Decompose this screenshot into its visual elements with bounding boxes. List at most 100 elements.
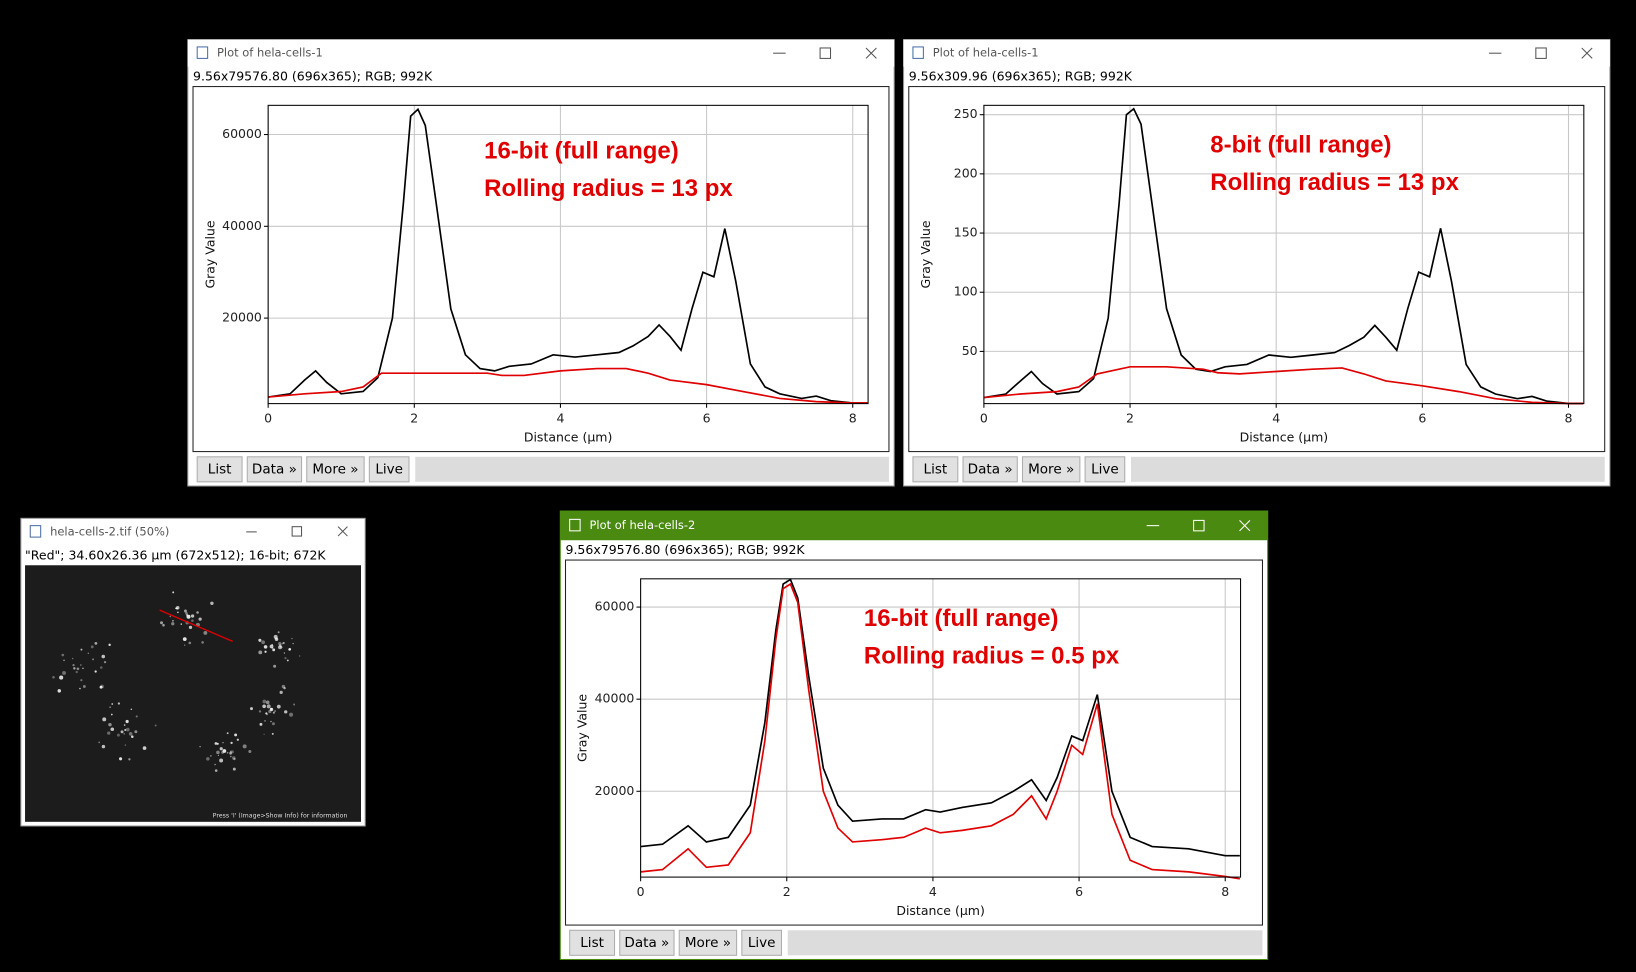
- spot: [271, 732, 274, 735]
- button[interactable]: [678, 929, 738, 956]
- spot: [219, 747, 223, 751]
- spot: [108, 643, 111, 646]
- button-label[interactable]: More »: [685, 935, 731, 951]
- spot: [269, 707, 274, 712]
- y-tick-label: 150: [954, 225, 978, 240]
- spot: [92, 658, 95, 661]
- close-button[interactable]: [1239, 520, 1251, 532]
- close-button[interactable]: [1581, 47, 1593, 59]
- button-label[interactable]: More »: [1028, 461, 1074, 477]
- spot: [262, 704, 266, 709]
- button-label[interactable]: Data »: [968, 461, 1013, 477]
- button-label[interactable]: Live: [1091, 461, 1119, 477]
- button[interactable]: [619, 929, 675, 956]
- button[interactable]: [962, 456, 1018, 483]
- spot: [188, 641, 192, 645]
- spot: [124, 744, 127, 746]
- spot: [258, 650, 263, 655]
- button[interactable]: [569, 929, 616, 956]
- spot: [172, 591, 175, 594]
- spot: [236, 738, 239, 741]
- spot: [198, 617, 202, 621]
- spot: [61, 653, 65, 657]
- y-axis-label: Gray Value: [202, 220, 217, 288]
- spot: [278, 645, 283, 650]
- window-icon: [912, 46, 924, 59]
- spot: [101, 654, 106, 659]
- spot: [242, 744, 247, 749]
- plot-window: Plot of hela-cells-1 9.56x309.96 (696x365…: [903, 39, 1611, 487]
- button[interactable]: [196, 456, 243, 483]
- maximize-button[interactable]: [291, 526, 303, 537]
- spot: [79, 687, 81, 690]
- button-label[interactable]: Data »: [624, 935, 669, 951]
- spot: [270, 708, 273, 711]
- line-selection[interactable]: [159, 609, 233, 643]
- spot: [283, 686, 286, 690]
- spot: [210, 755, 212, 757]
- close-button[interactable]: [865, 47, 877, 59]
- spot: [201, 641, 204, 644]
- spot: [80, 664, 82, 666]
- spot: [261, 640, 266, 645]
- button[interactable]: [1021, 456, 1081, 483]
- spot: [80, 679, 83, 682]
- button[interactable]: [912, 456, 959, 483]
- button[interactable]: [741, 929, 783, 956]
- spot: [57, 689, 61, 693]
- image-window: hela-cells-2.tif (50%) "Red"; 34.60x26.3…: [20, 517, 366, 827]
- spot: [272, 711, 275, 714]
- button-label[interactable]: Live: [375, 461, 403, 477]
- button-label[interactable]: More »: [312, 461, 358, 477]
- spot: [108, 722, 112, 727]
- spot: [230, 741, 233, 745]
- button-label[interactable]: List: [208, 461, 232, 477]
- spot: [110, 727, 115, 732]
- spot: [175, 607, 177, 610]
- spot: [266, 704, 271, 709]
- spot: [154, 724, 157, 727]
- image-info: "Red"; 34.60x26.36 µm (672x512); 16-bit;…: [25, 547, 326, 562]
- maximize-button[interactable]: [1535, 47, 1547, 59]
- spot: [169, 615, 172, 618]
- spot: [162, 623, 165, 627]
- spot: [217, 754, 220, 756]
- spot: [103, 660, 107, 664]
- spot: [90, 645, 94, 649]
- maximize-button[interactable]: [819, 47, 832, 59]
- y-tick-label: 50: [962, 343, 978, 358]
- status-bar: [787, 930, 1263, 956]
- button-label[interactable]: Live: [748, 935, 776, 951]
- spot: [125, 719, 129, 724]
- close-button[interactable]: [337, 526, 348, 537]
- spot: [229, 750, 232, 753]
- spot: [128, 758, 131, 761]
- spot: [214, 742, 218, 745]
- spot: [258, 710, 262, 713]
- y-tick-label: 60000: [222, 126, 262, 141]
- button[interactable]: [1084, 456, 1126, 483]
- spot: [206, 757, 210, 761]
- x-axis-label: Distance (µm): [524, 430, 613, 445]
- button-label[interactable]: Data »: [252, 461, 297, 477]
- spot: [210, 601, 214, 606]
- y-axis-label: Gray Value: [918, 220, 933, 288]
- button[interactable]: [246, 456, 303, 483]
- plot-area-border: [983, 104, 1585, 405]
- x-tick-label: 8: [849, 411, 857, 426]
- button-label[interactable]: List: [924, 461, 948, 477]
- y-tick-label: 20000: [595, 783, 635, 798]
- button[interactable]: [306, 456, 365, 483]
- annotation: 16-bit (full range): [864, 605, 1059, 632]
- spot: [268, 709, 272, 714]
- spot: [63, 659, 65, 662]
- spot: [131, 735, 134, 738]
- button[interactable]: [368, 456, 410, 483]
- spot: [288, 712, 294, 717]
- maximize-button[interactable]: [1193, 519, 1205, 532]
- button-label[interactable]: List: [580, 935, 604, 951]
- spot: [120, 730, 124, 734]
- window-icon: [569, 518, 581, 532]
- spot: [119, 757, 123, 761]
- spot: [214, 763, 216, 766]
